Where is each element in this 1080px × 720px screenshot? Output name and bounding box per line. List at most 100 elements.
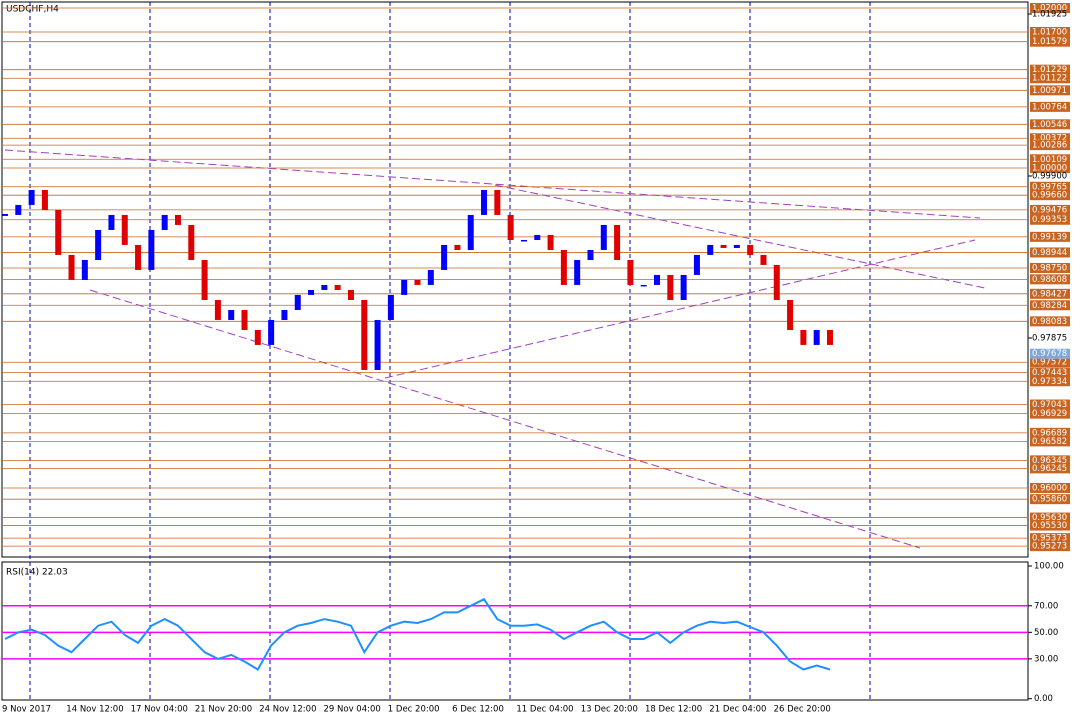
level-box — [1030, 85, 1070, 96]
candle — [361, 299, 368, 370]
level-label: 0.97334 — [1032, 377, 1067, 387]
level-label: 0.95373 — [1032, 534, 1067, 544]
level-box — [1030, 455, 1070, 466]
x-tick-label: 24 Nov 12:00 — [259, 705, 316, 715]
candle — [534, 234, 541, 240]
candle — [720, 244, 727, 248]
level-box — [1030, 231, 1070, 242]
level-box — [1030, 204, 1070, 215]
level-box — [1030, 300, 1070, 311]
candle — [254, 329, 261, 345]
candle — [15, 204, 22, 215]
candle — [308, 289, 315, 295]
y-tick-label: 0.99900 — [1032, 171, 1067, 181]
level-box — [1030, 154, 1070, 165]
candle — [401, 279, 408, 295]
y-tick-label: 0.97875 — [1032, 333, 1067, 343]
candle — [135, 244, 142, 270]
candle — [654, 274, 661, 285]
candle — [241, 309, 248, 330]
candle — [507, 214, 514, 240]
level-label: 1.00764 — [1032, 102, 1067, 112]
level-box — [1030, 133, 1070, 144]
level-box — [1030, 101, 1070, 112]
candle — [760, 254, 767, 265]
candle — [600, 224, 607, 250]
x-tick-label: 29 Nov 04:00 — [324, 705, 381, 715]
level-box — [1030, 427, 1070, 438]
y-tick-label: 70.00 — [1034, 601, 1058, 611]
trend-lines — [4, 149, 986, 549]
level-label: 1.01122 — [1032, 74, 1067, 84]
x-tick-label: 13 Dec 20:00 — [581, 705, 638, 715]
level-label: 0.95860 — [1032, 495, 1067, 505]
candle — [747, 244, 754, 255]
level-label: 0.97043 — [1032, 400, 1067, 410]
candle — [787, 299, 794, 330]
candle — [481, 189, 488, 215]
candle — [28, 189, 35, 205]
level-label: 1.02000 — [1032, 3, 1067, 13]
last-price-box — [1030, 348, 1070, 359]
candle — [121, 214, 128, 245]
candle — [294, 294, 301, 310]
level-box — [1030, 408, 1070, 419]
candle — [574, 259, 581, 285]
level-box — [1030, 64, 1070, 75]
level-label: 0.99139 — [1032, 232, 1067, 242]
rsi-panel — [1, 561, 1029, 701]
candle — [427, 269, 434, 285]
candle — [321, 284, 328, 290]
candle — [41, 189, 48, 210]
level-label: 0.96689 — [1032, 428, 1067, 438]
level-box — [1030, 181, 1070, 192]
candle — [268, 319, 275, 345]
level-label: 0.98750 — [1032, 263, 1067, 273]
x-tick-label: 21 Nov 20:00 — [195, 705, 252, 715]
last-price-label: 0.97678 — [1032, 349, 1067, 359]
candle — [640, 284, 647, 287]
candle — [281, 309, 288, 320]
level-box — [1030, 288, 1070, 299]
rsi-title: RSI(14) 22.03 — [6, 568, 68, 578]
level-box — [1030, 357, 1070, 368]
level-box — [1030, 376, 1070, 387]
level-label: 0.96929 — [1032, 409, 1067, 419]
candle — [387, 294, 394, 320]
candle — [68, 254, 75, 280]
x-tick-label: 6 Dec 12:00 — [452, 705, 504, 715]
level-box — [1030, 463, 1070, 474]
level-label: 0.98083 — [1032, 317, 1067, 327]
level-box — [1030, 73, 1070, 84]
level-label: 1.00000 — [1032, 163, 1067, 173]
candle — [81, 259, 88, 280]
candle — [95, 229, 102, 260]
level-label: 1.01700 — [1032, 27, 1067, 37]
x-tick-label: 14 Nov 12:00 — [66, 705, 123, 715]
level-box — [1030, 247, 1070, 258]
level-label: 0.95630 — [1032, 513, 1067, 523]
level-label: 0.95273 — [1032, 542, 1067, 552]
level-box — [1030, 140, 1070, 151]
candle — [214, 299, 221, 320]
level-box — [1030, 399, 1070, 410]
level-label: 0.96000 — [1032, 483, 1067, 493]
level-label: 0.99765 — [1032, 182, 1067, 192]
x-tick-label: 21 Dec 04:00 — [709, 705, 766, 715]
candle — [520, 239, 527, 242]
candle — [467, 214, 474, 250]
level-label: 1.00546 — [1032, 120, 1067, 130]
candle — [800, 329, 807, 345]
level-box — [1030, 436, 1070, 447]
candle — [174, 214, 181, 225]
candle — [188, 224, 195, 260]
candle — [693, 254, 700, 275]
candle — [733, 244, 740, 248]
y-tick-label: 1.01925 — [1032, 9, 1067, 19]
level-box — [1030, 494, 1070, 505]
level-box — [1030, 36, 1070, 47]
level-label: 0.97443 — [1032, 368, 1067, 378]
level-label: 0.98608 — [1032, 275, 1067, 285]
candle — [680, 274, 687, 300]
x-tick-label: 1 Dec 20:00 — [388, 705, 440, 715]
